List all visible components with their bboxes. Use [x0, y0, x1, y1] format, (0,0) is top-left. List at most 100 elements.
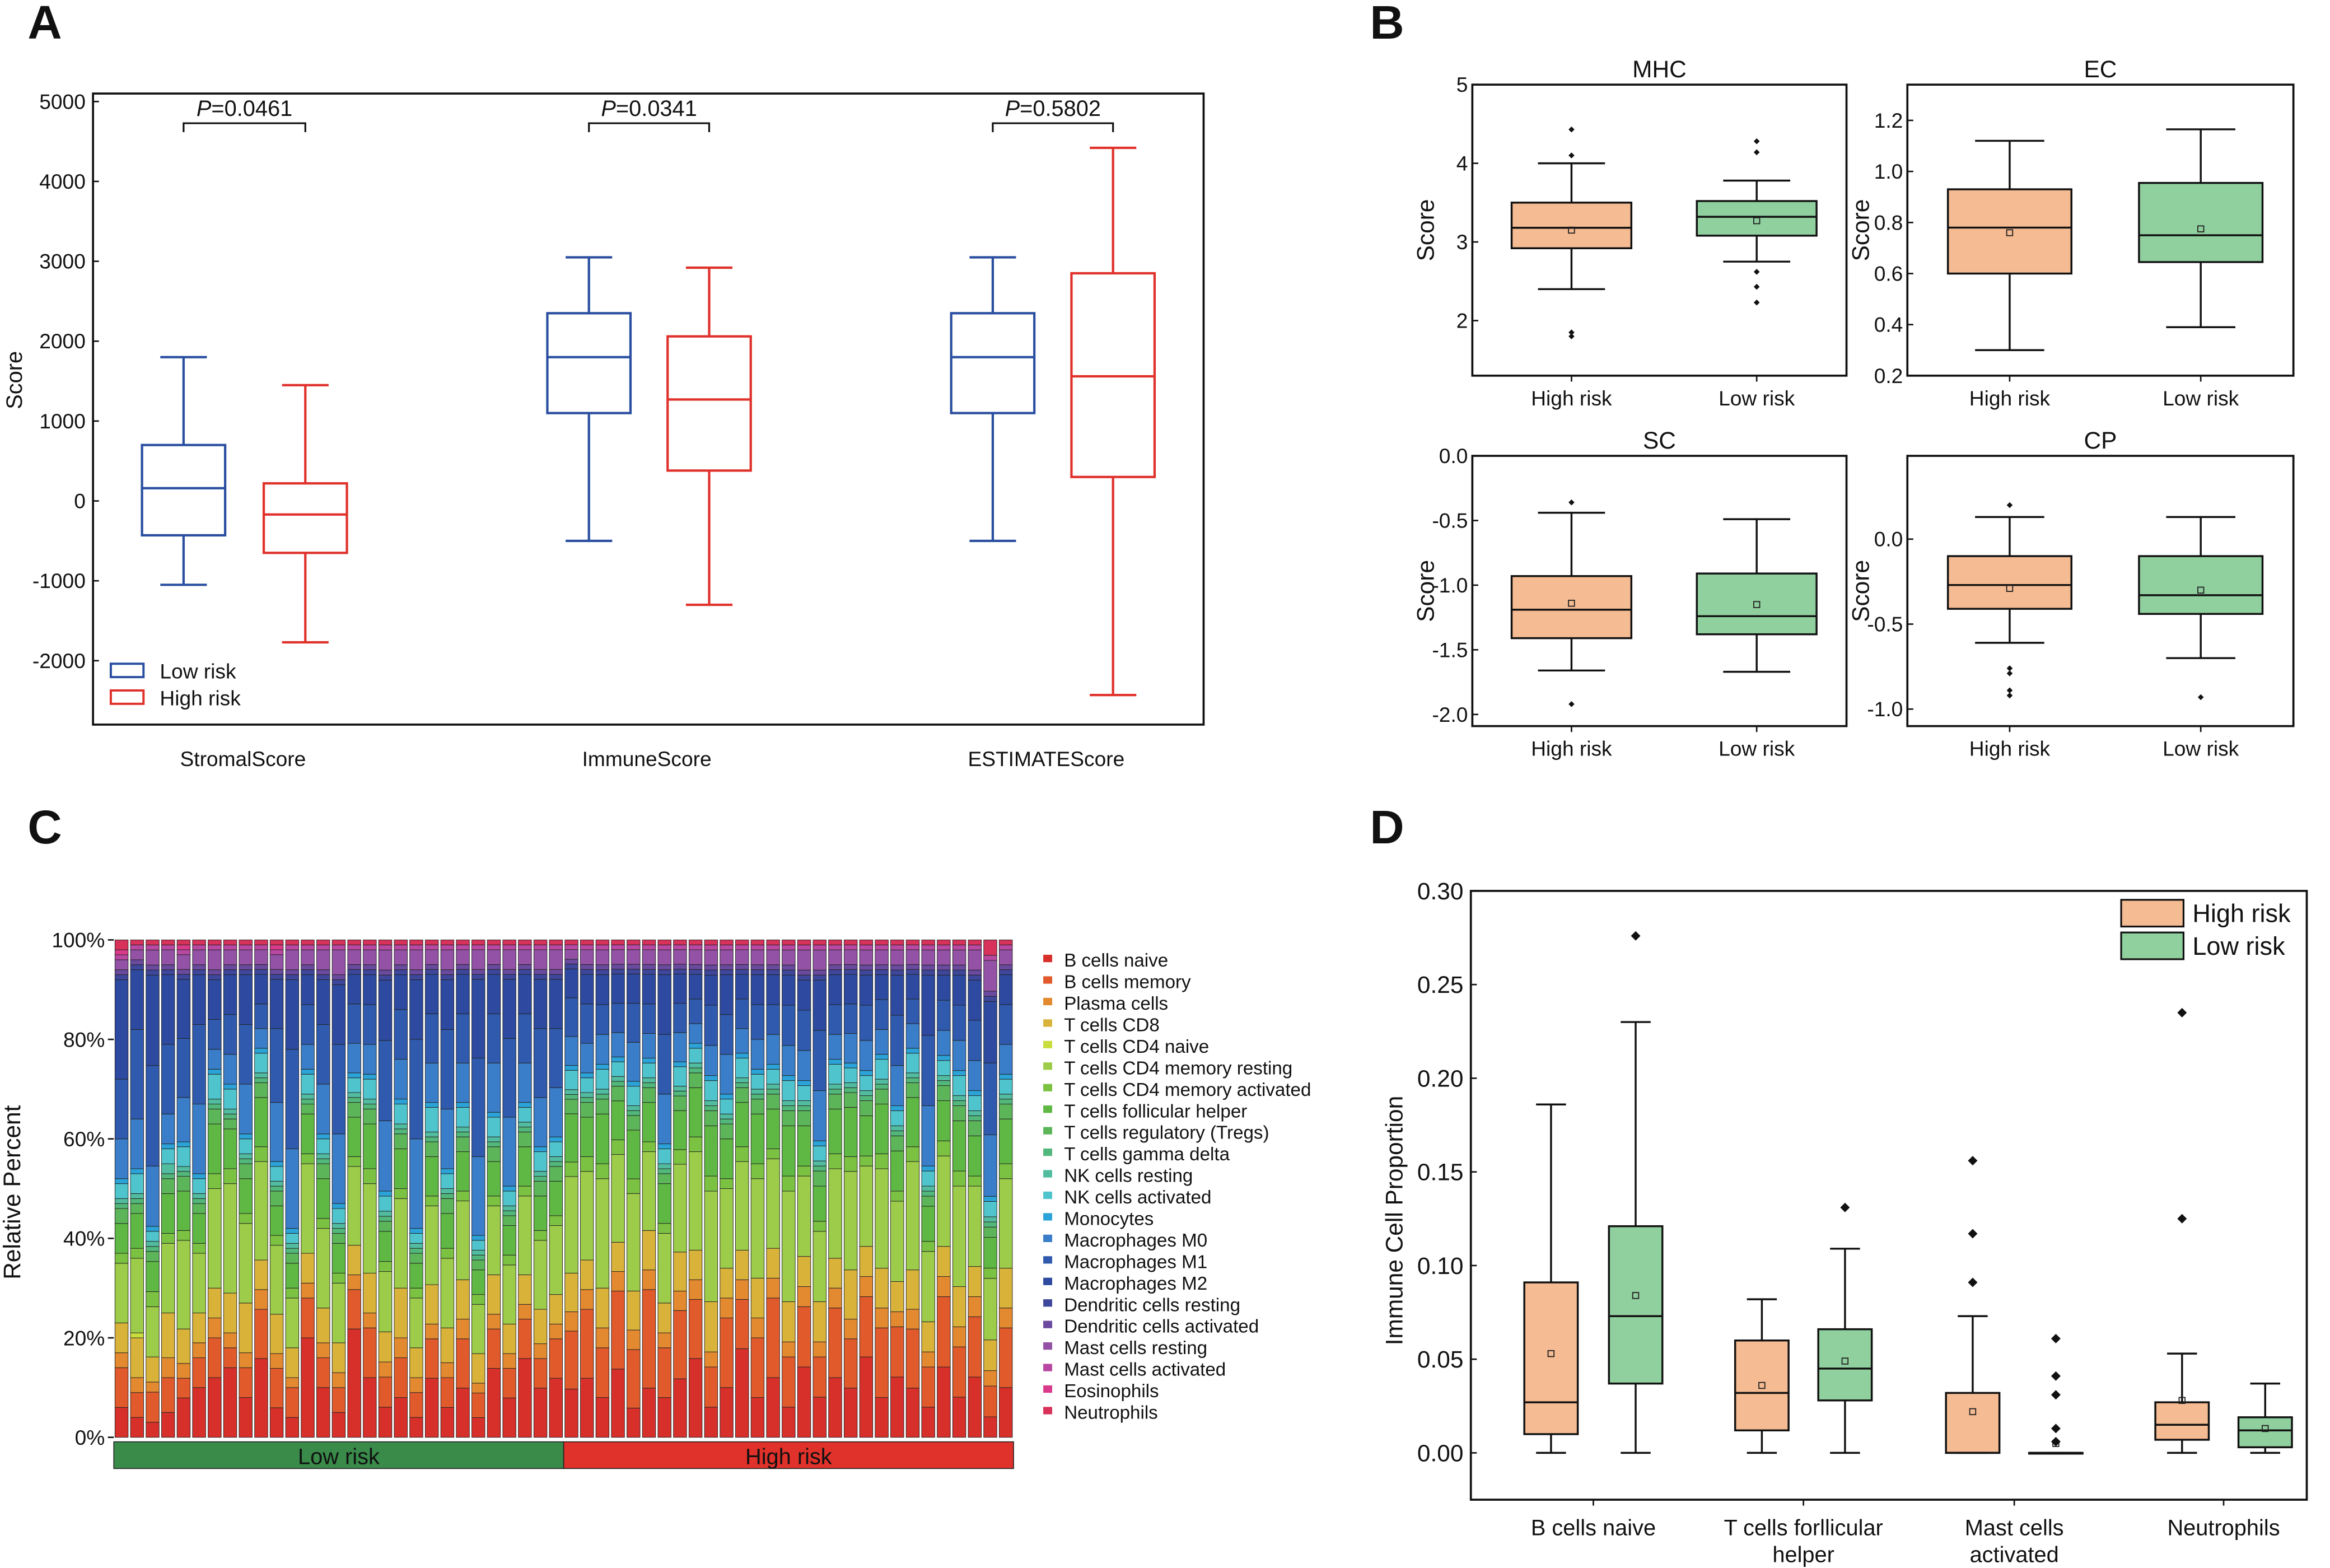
segment-macrophages-m1	[130, 1029, 144, 1119]
segment-nk-cells-resting	[254, 1072, 268, 1079]
sample-bar	[239, 939, 253, 1438]
x-category-label: ImmuneScore	[582, 747, 712, 771]
segment-t-cells-cd8	[192, 1313, 206, 1343]
segment-b-cells-memory	[720, 1318, 734, 1388]
outlier-point	[1968, 1156, 1978, 1166]
segment-macrophages-m0	[720, 1054, 734, 1095]
segment-mast-cells-activated	[937, 944, 951, 950]
segment-macrophages-m0	[331, 1133, 346, 1204]
legend-label: Dendritic cells resting	[1064, 1295, 1240, 1315]
segment-dendritic-cells-activated	[998, 964, 1013, 970]
segment-t-cells-cd4-memory-activated	[223, 1168, 237, 1184]
legend-label: Neutrophils	[1064, 1403, 1158, 1424]
segment-plasma-cells	[766, 1277, 780, 1299]
segment-nk-cells-activated	[937, 1060, 951, 1076]
y-tick-label: 60%	[63, 1127, 105, 1151]
segment-nk-cells-activated	[176, 1146, 191, 1167]
segment-macrophages-m1	[843, 1004, 858, 1034]
segment-dendritic-cells-resting	[161, 969, 175, 976]
sample-bar	[595, 939, 610, 1438]
segment-t-cells-cd4-memory-resting	[813, 1231, 827, 1302]
legend-label: T cells gamma delta	[1064, 1144, 1230, 1165]
segment-monocytes	[192, 1173, 206, 1179]
outlier-point	[2051, 1333, 2061, 1343]
segment-t-cells-cd4-memory-resting	[347, 1166, 361, 1246]
sample-bar	[657, 939, 671, 1438]
segment-dendritic-cells-resting	[750, 969, 765, 976]
segment-plasma-cells	[983, 1370, 997, 1387]
legend-label: T cells CD4 memory activated	[1064, 1080, 1311, 1100]
segment-macrophages-m0	[363, 1044, 377, 1075]
y-axis-label: Score	[1412, 560, 1439, 622]
segment-mast-cells-resting	[843, 949, 858, 965]
sample-bar	[859, 939, 874, 1438]
segment-t-cells-gamma-delta	[921, 1191, 935, 1197]
segment-b-cells-memory	[828, 1308, 842, 1378]
segment-t-cells-cd8	[611, 1242, 625, 1272]
iqr-box	[1608, 1225, 1664, 1385]
segment-dendritic-cells-activated	[208, 969, 222, 976]
segment-neutrophils	[828, 939, 842, 945]
segment-b-cells-naive	[394, 1397, 408, 1438]
segment-nk-cells-activated	[704, 1080, 718, 1101]
segment-b-cells-memory	[301, 1298, 315, 1338]
segment-macrophages-m2	[502, 979, 516, 1039]
segment-dendritic-cells-activated	[502, 969, 516, 975]
segment-monocytes	[176, 1141, 191, 1147]
legend-label: B cells memory	[1064, 972, 1191, 993]
segment-monocytes	[394, 1099, 408, 1104]
segment-dendritic-cells-resting	[114, 974, 129, 980]
legend-swatch	[2120, 931, 2185, 960]
segment-dendritic-cells-activated	[673, 964, 687, 970]
sample-bar	[223, 939, 237, 1438]
segment-t-cells-regulatory-tregs-	[735, 1087, 749, 1103]
segment-nk-cells-resting	[487, 1136, 501, 1142]
segment-b-cells-memory	[502, 1368, 516, 1398]
segment-t-cells-gamma-delta	[813, 1165, 827, 1172]
segment-macrophages-m2	[347, 974, 361, 1005]
segment-t-cells-regulatory-tregs-	[161, 1178, 175, 1194]
segment-monocytes	[627, 1081, 641, 1087]
outlier-point	[2177, 1214, 2187, 1224]
segment-macrophages-m1	[875, 999, 889, 1030]
legend-swatch	[109, 689, 145, 705]
outlier-point	[2006, 502, 2013, 508]
segment-plasma-cells	[363, 1313, 377, 1328]
segment-t-cells-follicular-helper	[921, 1206, 935, 1242]
segment-neutrophils	[176, 939, 191, 945]
segment-t-cells-gamma-delta	[285, 1248, 300, 1254]
segment-dendritic-cells-resting	[657, 969, 671, 976]
segment-mast-cells-activated	[363, 944, 377, 950]
segment-macrophages-m0	[968, 1060, 982, 1091]
segment-mast-cells-activated	[254, 944, 268, 950]
segment-t-cells-regulatory-tregs-	[797, 1110, 811, 1126]
segment-macrophages-m2	[409, 979, 423, 1040]
x-category-label: Low risk	[1719, 737, 1795, 760]
segment-dendritic-cells-resting	[239, 969, 253, 976]
segment-t-cells-follicular-helper	[254, 1097, 268, 1147]
segment-b-cells-naive	[611, 1369, 625, 1438]
segment-macrophages-m1	[905, 998, 920, 1024]
segment-t-cells-regulatory-tregs-	[627, 1115, 641, 1131]
segment-nk-cells-resting	[828, 1084, 842, 1090]
segment-plasma-cells	[750, 1318, 765, 1338]
segment-t-cells-cd8	[208, 1287, 222, 1318]
box-low-risk	[1817, 1202, 1873, 1454]
segment-t-cells-cd4-memory-resting	[456, 1201, 470, 1280]
segment-t-cells-gamma-delta	[890, 1130, 904, 1136]
subplot-title: SC	[1643, 427, 1676, 454]
box-low-risk	[1696, 518, 1818, 673]
segment-t-cells-regulatory-tregs-	[875, 1089, 889, 1104]
legend-label: Monocytes	[1064, 1208, 1154, 1229]
segment-dendritic-cells-activated	[735, 964, 749, 970]
legend-label: Mast cells activated	[1064, 1360, 1226, 1380]
y-tick-label: 4000	[39, 170, 86, 193]
segment-b-cells-memory	[533, 1358, 548, 1389]
plot-frame	[1471, 83, 1848, 377]
segment-b-cells-memory	[192, 1357, 206, 1388]
segment-t-cells-cd4-memory-resting	[533, 1240, 548, 1310]
segment-mast-cells-resting	[114, 959, 129, 970]
segment-t-cells-cd8	[285, 1347, 300, 1378]
segment-macrophages-m2	[797, 979, 811, 1011]
y-tick-label: -2000	[32, 649, 86, 673]
